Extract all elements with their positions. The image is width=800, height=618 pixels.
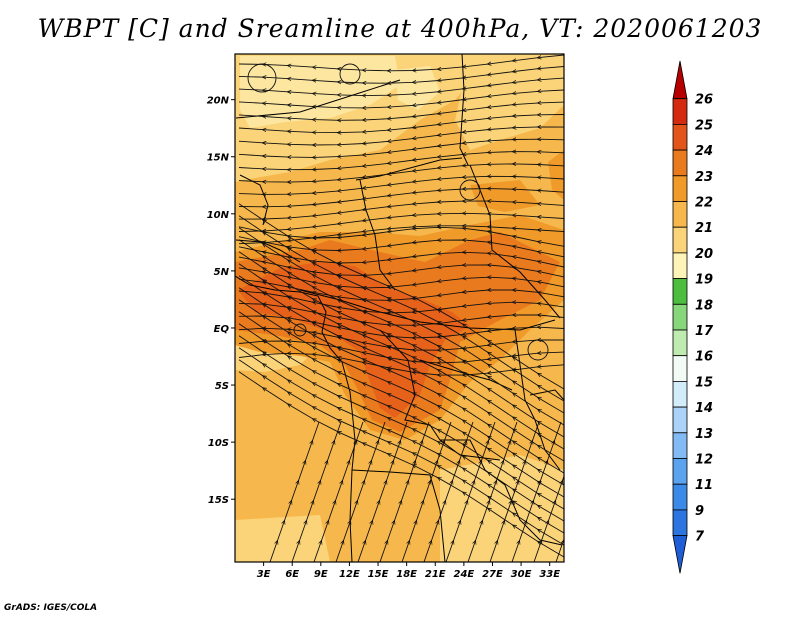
wbpt-region-11 xyxy=(548,150,564,200)
colorbar-label-22: 22 xyxy=(695,196,713,211)
colorbar-label-12: 12 xyxy=(695,453,713,468)
streamline-eddy-59 xyxy=(459,179,481,201)
streamline-eddy-57 xyxy=(247,63,277,93)
streamline-eddy-60 xyxy=(293,323,307,337)
colorbar-label-19: 19 xyxy=(695,273,713,288)
lon-tick-label-24E: 24E xyxy=(453,569,474,580)
lon-tick-label-27E: 27E xyxy=(482,569,503,580)
lon-tick-label-6E: 6E xyxy=(285,569,299,580)
lat-tick-label-5N: 5N xyxy=(214,267,230,278)
colorbar-label-7: 7 xyxy=(695,530,705,545)
colorbar-swatch-16 xyxy=(672,483,688,511)
colorbar-label-21: 21 xyxy=(695,221,713,236)
map-frame xyxy=(234,53,565,563)
colorbar-label-17: 17 xyxy=(695,324,714,339)
streamlines xyxy=(238,54,564,562)
map-area xyxy=(235,54,564,562)
streamline-eddy-58 xyxy=(339,63,361,85)
colorbar-swatch-8 xyxy=(672,278,688,305)
lat-tick-label-15N: 15N xyxy=(207,153,230,164)
colorbar-label-14: 14 xyxy=(695,401,713,416)
lat-tick-label-20N: 20N xyxy=(207,96,230,107)
lat-tick-label-15S: 15S xyxy=(208,495,229,506)
streamline-eddy-61 xyxy=(527,339,549,361)
colorbar-swatch-bottom xyxy=(672,535,688,574)
colorbar-label-11: 11 xyxy=(695,478,713,493)
colorbar-label-16: 16 xyxy=(695,350,713,365)
lon-tick-label-3E: 3E xyxy=(257,569,271,580)
colorbar-swatch-6 xyxy=(672,226,688,254)
colorbar-swatch-10 xyxy=(672,329,688,357)
lon-tick-label-33E: 33E xyxy=(539,569,560,580)
colorbar-label-24: 24 xyxy=(695,144,713,159)
chart-title: WBPT [C] and Sreamline at 400hPa, VT: 20… xyxy=(37,14,763,43)
colorbar-swatch-9 xyxy=(672,303,688,331)
lon-tick-label-30E: 30E xyxy=(511,569,532,580)
colorbar-swatch-15 xyxy=(672,458,688,485)
colorbar-swatch-14 xyxy=(672,432,688,459)
colorbar-swatch-7 xyxy=(672,252,688,279)
lat-tick-label-EQ: EQ xyxy=(214,324,230,335)
lon-tick-label-9E: 9E xyxy=(314,569,328,580)
colorbar-swatch-3 xyxy=(672,149,688,177)
colorbar-swatch-11 xyxy=(672,355,688,382)
colorbar-swatch-2 xyxy=(672,124,688,151)
colorbar-swatch-5 xyxy=(672,201,688,228)
colorbar-swatch-12 xyxy=(672,380,688,408)
lon-tick-label-15E: 15E xyxy=(368,569,389,580)
wbpt-region-7 xyxy=(235,515,330,562)
colorbar-label-13: 13 xyxy=(695,427,713,442)
colorbar: 26 25 24 23 22 21 20 19 18 17 16 15 14 13 12 11 9 7 xyxy=(672,60,714,574)
colorbar-label-26: 26 xyxy=(695,93,713,108)
colorbar-label-15: 15 xyxy=(695,375,713,390)
lon-tick-label-12E: 12E xyxy=(339,569,360,580)
lat-tick-label-5S: 5S xyxy=(215,381,229,392)
colorbar-label-18: 18 xyxy=(695,298,713,313)
map-axes: 20N 15N 10N 5N EQ 5S 10S 15S 3E 6E 9E 12E 15E 18E 21E 2… xyxy=(207,96,561,580)
colorbar-label-25: 25 xyxy=(695,118,713,133)
streamline-55 xyxy=(533,422,564,562)
colorbar-swatch-1 xyxy=(672,98,688,125)
lon-tick-label-18E: 18E xyxy=(396,569,417,580)
colorbar-swatch-top xyxy=(672,60,688,100)
colorbar-swatch-4 xyxy=(672,175,688,202)
colorbar-label-23: 23 xyxy=(695,170,713,185)
colorbar-swatch-13 xyxy=(672,406,688,434)
colorbar-label-9: 9 xyxy=(695,504,704,519)
grads-credit: GrADS: IGES/COLA xyxy=(4,603,98,613)
lat-tick-label-10N: 10N xyxy=(207,210,230,221)
colorbar-label-20: 20 xyxy=(695,247,713,262)
lat-tick-label-10S: 10S xyxy=(208,438,229,449)
lon-tick-label-21E: 21E xyxy=(425,569,446,580)
colorbar-swatch-17 xyxy=(672,509,688,536)
